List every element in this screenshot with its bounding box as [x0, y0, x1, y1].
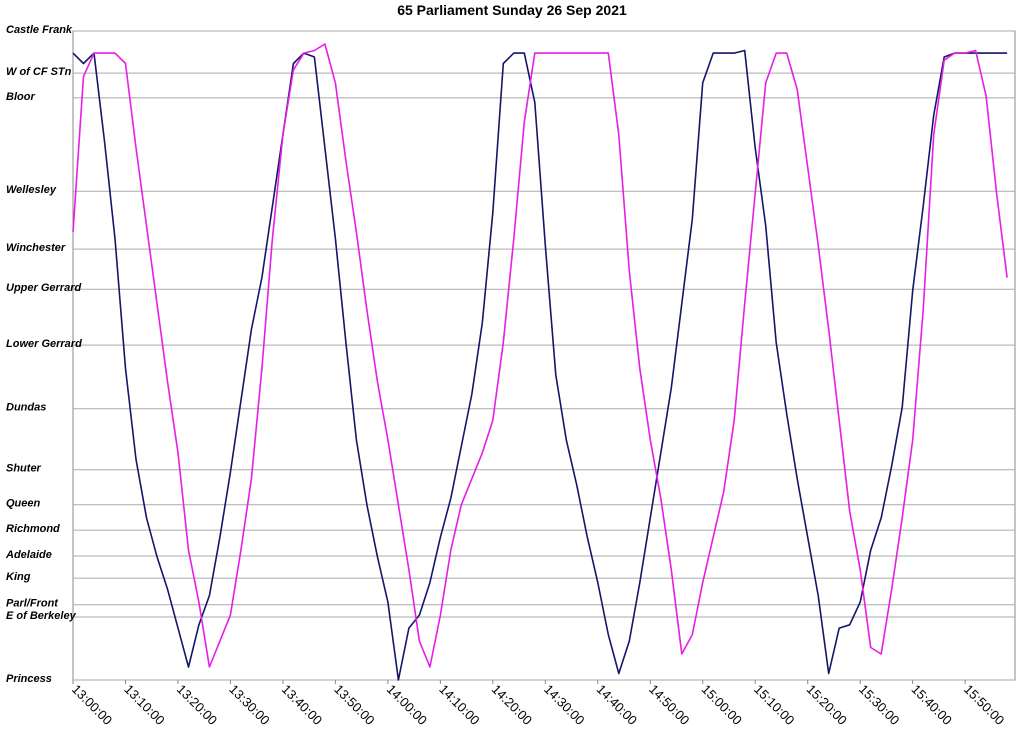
x-tick-label: 15:10:00	[751, 682, 797, 728]
x-tick-label: 14:30:00	[541, 682, 587, 728]
y-tick-label: Bloor	[6, 91, 35, 103]
y-tick-label: Shuter	[6, 463, 42, 475]
x-tick-label: 14:20:00	[489, 682, 535, 728]
x-tick-label: 13:40:00	[279, 682, 325, 728]
series-line	[72, 49, 1008, 681]
y-tick-label: King	[6, 571, 31, 583]
x-tick-label: 14:40:00	[594, 682, 640, 728]
y-tick-label: Dundas	[6, 402, 46, 414]
x-tick-label: 15:20:00	[804, 682, 850, 728]
x-tick-label: 13:20:00	[174, 682, 220, 728]
y-tick-label: E of Berkeley	[6, 610, 77, 622]
y-tick-label: Queen	[6, 498, 41, 510]
x-tick-label: 13:10:00	[121, 682, 167, 728]
x-tick-label: 13:30:00	[226, 682, 272, 728]
x-tick-label: 15:00:00	[699, 682, 745, 728]
y-tick-label: Upper Gerrard	[6, 282, 81, 294]
x-tick-label: 15:50:00	[961, 682, 1007, 728]
y-tick-label: W of CF STn	[6, 66, 72, 78]
x-tick-label: 15:30:00	[856, 682, 902, 728]
x-tick-label: 14:00:00	[384, 682, 430, 728]
y-tick-label: Princess	[6, 673, 52, 685]
x-tick-label: 13:00:00	[69, 682, 115, 728]
chart-title: 65 Parliament Sunday 26 Sep 2021	[397, 2, 627, 18]
y-tick-label: Richmond	[6, 523, 60, 535]
plot-frame	[72, 30, 1016, 681]
x-tick-label: 14:50:00	[646, 682, 692, 728]
y-tick-label: Adelaide	[5, 549, 52, 561]
y-tick-label: Castle Frank	[6, 24, 73, 36]
y-tick-label: Lower Gerrard	[6, 338, 82, 350]
x-tick-label: 15:40:00	[909, 682, 955, 728]
y-tick-label: Winchester	[6, 242, 66, 254]
x-tick-label: 14:10:00	[436, 682, 482, 728]
y-tick-label: Parl/Front	[6, 598, 59, 610]
series-line	[72, 43, 1008, 668]
x-tick-label: 13:50:00	[331, 682, 377, 728]
y-tick-label: Wellesley	[6, 184, 57, 196]
